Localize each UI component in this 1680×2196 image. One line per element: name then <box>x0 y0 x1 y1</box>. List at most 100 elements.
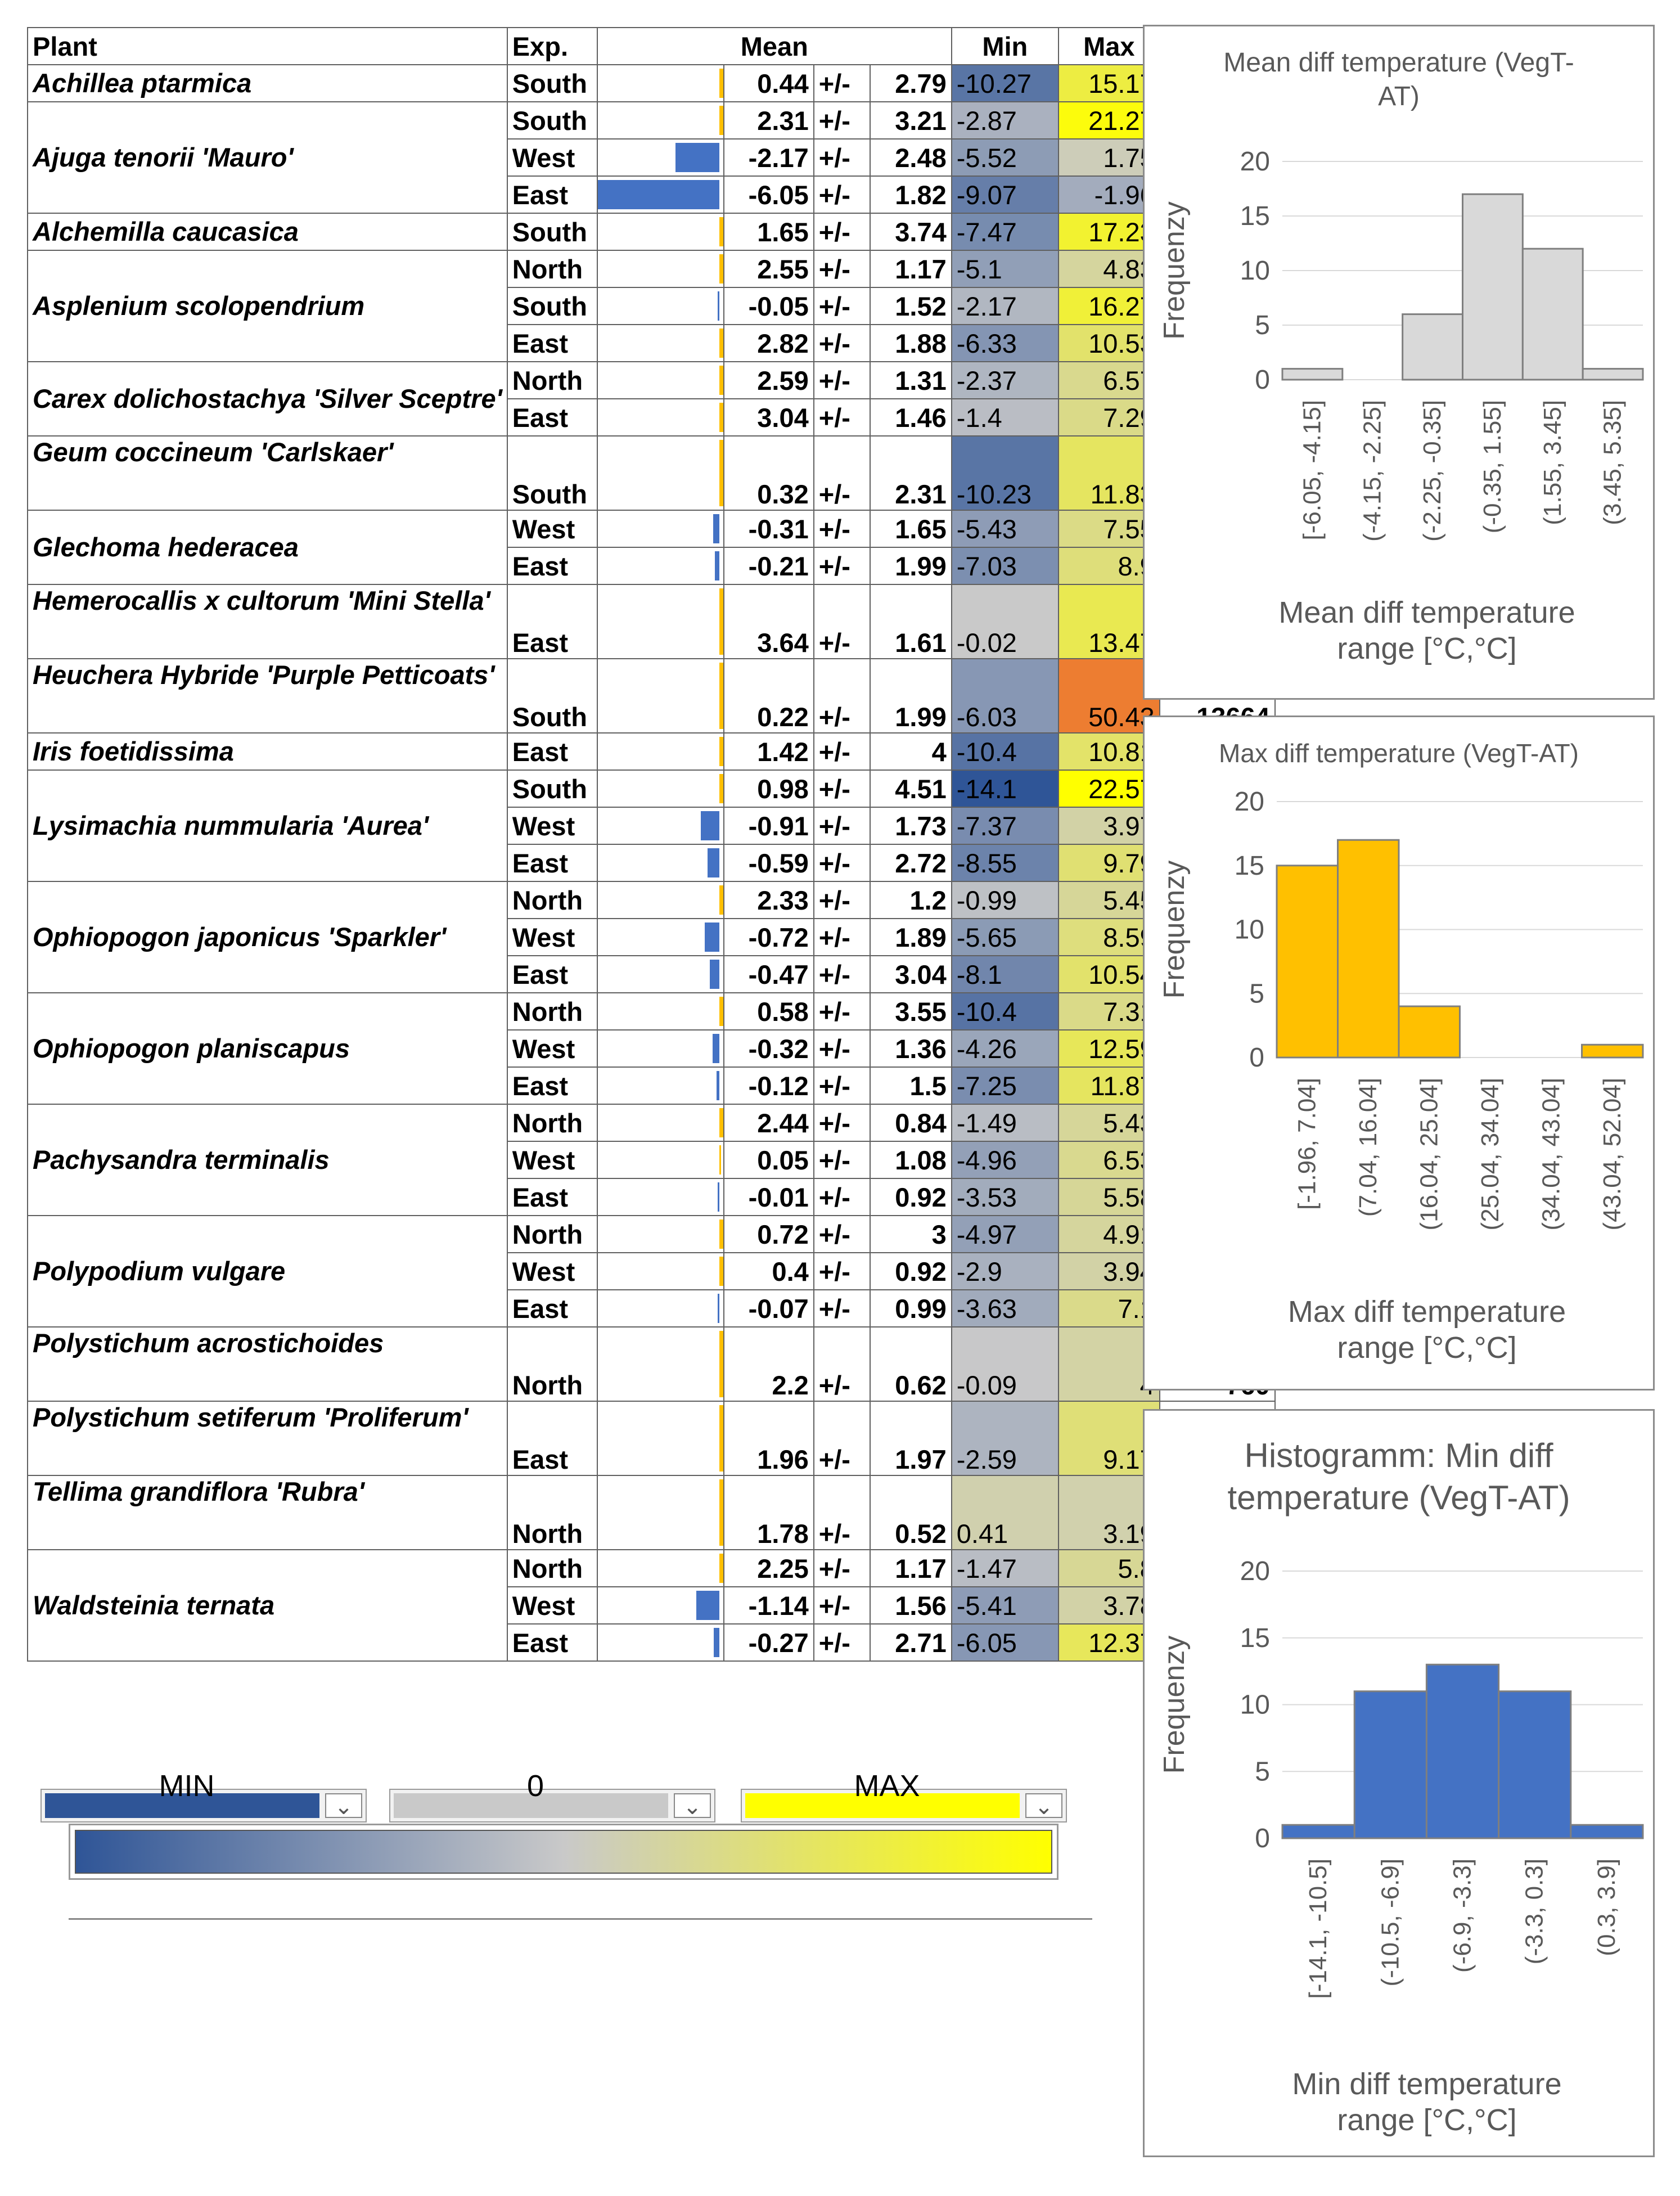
mean-value: 2.33 <box>723 881 814 919</box>
plant-name: Tellima grandiflora 'Rubra' <box>27 1475 508 1550</box>
mean-value: 1.65 <box>723 213 814 251</box>
histogram-bar <box>1281 368 1344 381</box>
exposure: East <box>506 1401 598 1476</box>
zero-label: 0 <box>526 1769 544 1803</box>
mean-data-bar-cell <box>596 1141 724 1179</box>
mean-data-bar-cell <box>596 992 724 1030</box>
mean-value: 0.32 <box>723 435 814 511</box>
color-scale-legend: ⌄ MIN ⌄ 0 ⌄ MAX <box>40 1769 1109 1929</box>
mean-value: -0.12 <box>723 1066 814 1105</box>
mean-data-bar <box>719 254 723 284</box>
min-value: -5.52 <box>951 138 1059 177</box>
histogram-bar <box>1462 193 1524 381</box>
histogram-bar <box>1402 313 1463 381</box>
x-tick-label: (-10.5, -6.9] <box>1376 1858 1404 1986</box>
mean-data-bar <box>717 1182 719 1212</box>
min-value: -10.4 <box>951 992 1059 1030</box>
histogram-bar <box>1276 865 1339 1059</box>
max-color-picker[interactable]: ⌄ <box>741 1789 1067 1822</box>
min-value: -5.65 <box>951 918 1059 956</box>
x-axis-label: Max diff temperature <box>1288 1295 1566 1329</box>
x-tick-label: [-1.96, 7.04] <box>1293 1078 1321 1210</box>
plus-minus-sign: +/- <box>813 1549 871 1587</box>
header-exp: Exp. <box>506 27 598 65</box>
divider <box>69 1918 1092 1920</box>
zero-color-picker[interactable]: ⌄ <box>389 1789 715 1822</box>
plant-name: Ophiopogon planiscapus <box>27 992 508 1105</box>
mean-data-bar <box>717 1294 719 1323</box>
x-tick-label: (1.55, 3.45] <box>1539 400 1566 525</box>
plant-name: Glechoma hederacea <box>27 510 508 585</box>
mean-data-bar-cell <box>596 1326 724 1402</box>
mean-data-bar <box>719 997 723 1026</box>
min-value: -2.9 <box>951 1252 1059 1290</box>
mean-data-bar-cell <box>596 1029 724 1068</box>
mean-data-bar-cell <box>596 1549 724 1587</box>
histogram-bar <box>1425 1663 1500 1839</box>
min-value: -7.25 <box>951 1066 1059 1105</box>
y-tick-label: 15 <box>1235 851 1264 881</box>
plus-minus-sign: +/- <box>813 1252 871 1290</box>
exposure: East <box>506 1289 598 1328</box>
sd-value: 1.88 <box>869 324 952 362</box>
mean-value: 0.05 <box>723 1141 814 1179</box>
histogram-bar <box>1398 1005 1461 1059</box>
histogram-bar <box>1337 839 1400 1059</box>
mean-value: -0.59 <box>723 844 814 882</box>
y-tick-label: 5 <box>1249 979 1264 1009</box>
mean-data-bar <box>719 1405 723 1472</box>
exposure: East <box>506 1066 598 1105</box>
mean-value: -0.01 <box>723 1178 814 1216</box>
data-table-container: Plant Exp. Mean Min Max n Achillea ptarm… <box>27 27 1276 1662</box>
y-tick-label: 15 <box>1240 201 1270 231</box>
mean-value: 2.82 <box>723 324 814 362</box>
plus-minus-sign: +/- <box>813 1289 871 1328</box>
exposure: West <box>506 918 598 956</box>
mean-data-bar <box>719 403 723 432</box>
min-value: -4.97 <box>951 1215 1059 1253</box>
chevron-down-icon[interactable]: ⌄ <box>325 1793 362 1819</box>
mean-data-bar-cell <box>596 510 724 548</box>
mean-value: 0.22 <box>723 658 814 734</box>
exposure: North <box>506 1215 598 1253</box>
sd-value: 2.71 <box>869 1623 952 1662</box>
plus-minus-sign: +/- <box>813 287 871 325</box>
mean-value: 3.64 <box>723 584 814 659</box>
chevron-down-icon[interactable]: ⌄ <box>674 1793 711 1819</box>
min-label: MIN <box>159 1769 215 1803</box>
plus-minus-sign: +/- <box>813 250 871 288</box>
min-value: -0.09 <box>951 1326 1059 1402</box>
x-tick-label: (0.3, 3.9] <box>1593 1858 1620 1956</box>
histogram-bar <box>1353 1690 1427 1839</box>
x-axis-label: range [°C,°C] <box>1337 1331 1516 1365</box>
max-value: 6.53 <box>1057 1141 1160 1179</box>
min-color-picker[interactable]: ⌄ <box>40 1789 367 1822</box>
exposure: West <box>506 807 598 845</box>
min-value: -1.4 <box>951 398 1059 436</box>
mean-data-bar <box>675 143 719 172</box>
plus-minus-sign: +/- <box>813 547 871 585</box>
plant-name: Achillea ptarmica <box>27 64 508 102</box>
mean-value: -0.05 <box>723 287 814 325</box>
plant-name: Geum coccineum 'Carlskaer' <box>27 435 508 511</box>
mean-data-bar <box>717 1071 719 1100</box>
mean-data-bar-cell <box>596 1401 724 1476</box>
exposure: West <box>506 138 598 177</box>
plus-minus-sign: +/- <box>813 213 871 251</box>
zero-color-swatch <box>394 1793 668 1818</box>
sd-value: 0.52 <box>869 1475 952 1550</box>
chevron-down-icon[interactable]: ⌄ <box>1025 1793 1062 1819</box>
min-value: -9.07 <box>951 176 1059 214</box>
mean-data-bar <box>719 328 723 358</box>
mean-value: 1.78 <box>723 1475 814 1550</box>
table-row: Lysimachia nummularia 'Aurea' South 0.98 +/… <box>27 770 1276 882</box>
mean-data-bar-cell <box>596 1586 724 1624</box>
exposure: South <box>506 213 598 251</box>
exposure: West <box>506 1029 598 1068</box>
sd-value: 1.08 <box>869 1141 952 1179</box>
y-axis-label: Frequenzy <box>1158 201 1191 340</box>
mean-data-bar <box>719 1145 721 1174</box>
min-value: -14.1 <box>951 770 1059 808</box>
